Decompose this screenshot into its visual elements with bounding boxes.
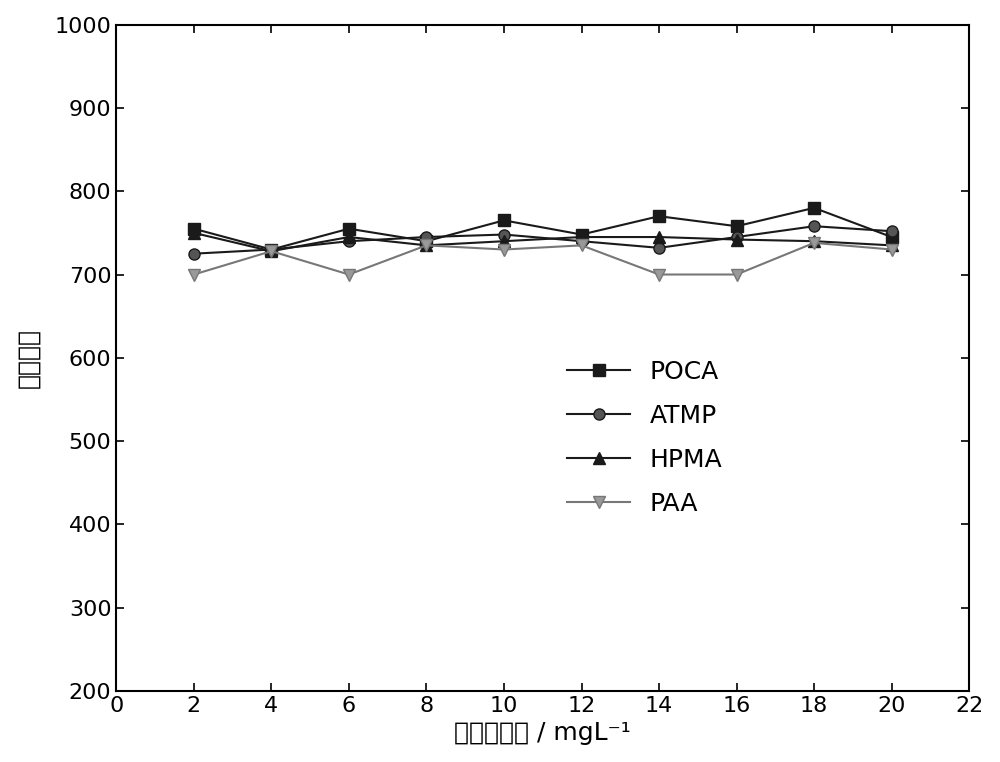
POCA — [731, 222, 743, 231]
ATMP — [265, 245, 277, 254]
PAA — [420, 241, 432, 250]
PAA — [653, 270, 665, 279]
ATMP — [343, 237, 355, 246]
ATMP — [886, 226, 898, 235]
Line: POCA: POCA — [188, 203, 897, 255]
ATMP — [420, 232, 432, 242]
ATMP — [188, 249, 200, 258]
PAA — [188, 270, 200, 279]
PAA — [808, 239, 820, 248]
HPMA — [886, 241, 898, 250]
POCA — [576, 230, 588, 239]
POCA — [188, 224, 200, 233]
Line: HPMA: HPMA — [188, 227, 897, 257]
ATMP — [498, 230, 510, 239]
ATMP — [653, 243, 665, 252]
HPMA — [808, 237, 820, 246]
POCA — [886, 232, 898, 242]
PAA — [886, 245, 898, 254]
HPMA — [343, 232, 355, 242]
POCA — [653, 212, 665, 221]
X-axis label: 药剂的浓度 / mgL⁻¹: 药剂的浓度 / mgL⁻¹ — [454, 722, 631, 745]
PAA — [576, 241, 588, 250]
PAA — [265, 247, 277, 256]
HPMA — [576, 232, 588, 242]
Legend: POCA, ATMP, HPMA, PAA: POCA, ATMP, HPMA, PAA — [557, 350, 733, 526]
Line: ATMP: ATMP — [188, 221, 897, 259]
HPMA — [188, 229, 200, 238]
HPMA — [731, 235, 743, 244]
PAA — [343, 270, 355, 279]
HPMA — [420, 241, 432, 250]
PAA — [498, 245, 510, 254]
POCA — [420, 237, 432, 246]
ATMP — [576, 237, 588, 246]
Line: PAA: PAA — [188, 237, 897, 280]
POCA — [498, 216, 510, 225]
HPMA — [265, 247, 277, 256]
POCA — [343, 224, 355, 233]
POCA — [265, 245, 277, 254]
PAA — [731, 270, 743, 279]
HPMA — [498, 237, 510, 246]
HPMA — [653, 232, 665, 242]
POCA — [808, 203, 820, 213]
ATMP — [731, 232, 743, 242]
ATMP — [808, 222, 820, 231]
Y-axis label: 荧光强度: 荧光强度 — [17, 328, 41, 388]
